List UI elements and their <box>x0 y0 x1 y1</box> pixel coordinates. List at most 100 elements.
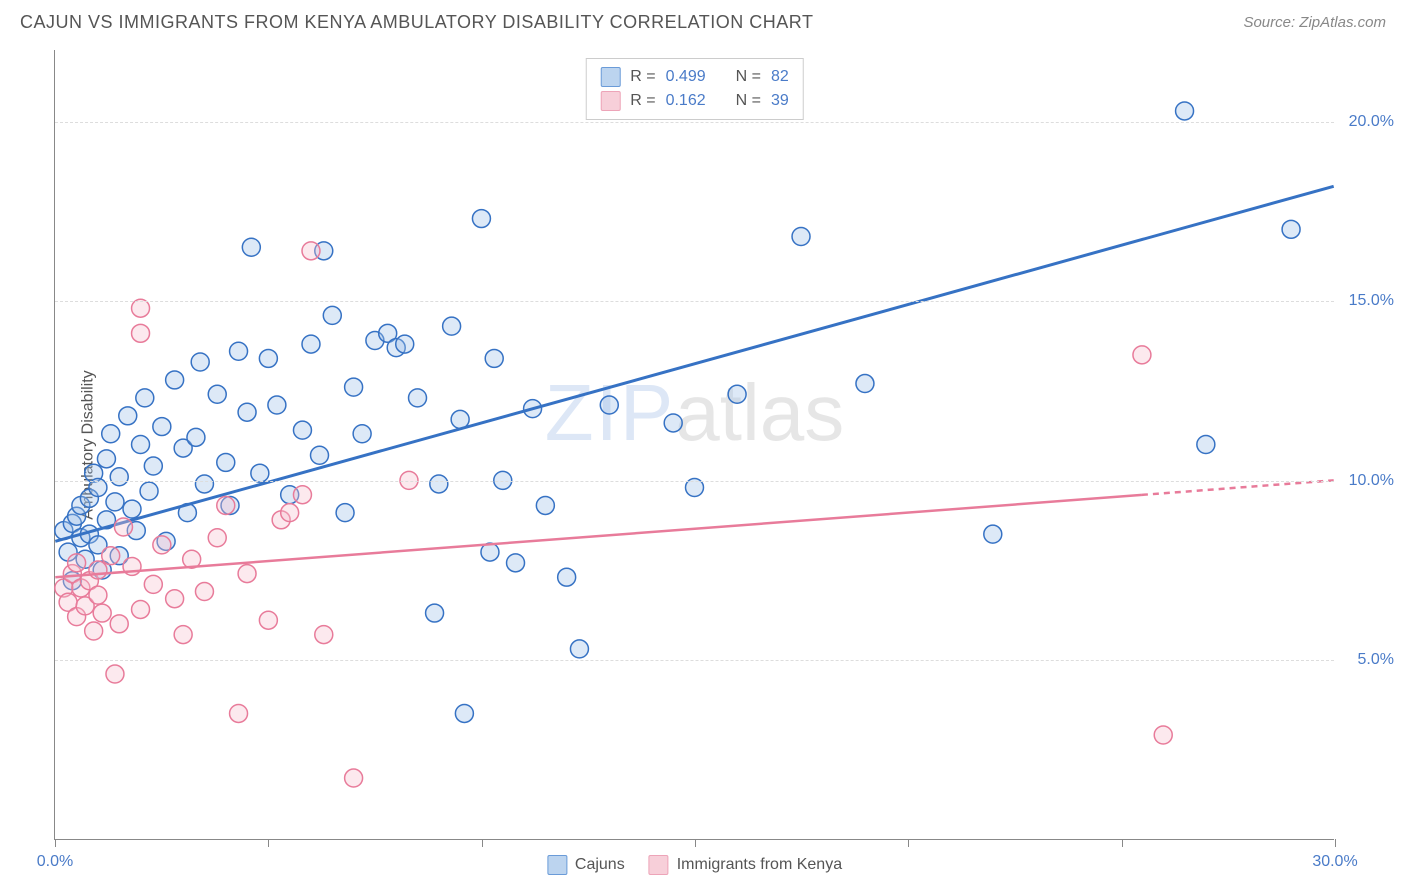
legend-swatch-1 <box>600 91 620 111</box>
x-tick <box>1122 839 1123 847</box>
grid-line <box>55 481 1334 482</box>
scatter-point <box>153 418 171 436</box>
legend-correlation: R = 0.499 N = 82 R = 0.162 N = 39 <box>585 58 804 120</box>
scatter-point <box>174 626 192 644</box>
scatter-point <box>217 496 235 514</box>
scatter-point <box>315 626 333 644</box>
legend-correlation-row-0: R = 0.499 N = 82 <box>600 65 789 89</box>
x-tick-label: 30.0% <box>1312 853 1357 871</box>
scatter-point <box>191 353 209 371</box>
scatter-point <box>1133 346 1151 364</box>
scatter-point <box>430 475 448 493</box>
chart-container: Ambulatory Disability ZIPatlas R = 0.499… <box>54 50 1388 840</box>
scatter-point <box>132 324 150 342</box>
scatter-point <box>89 561 107 579</box>
scatter-point <box>409 389 427 407</box>
legend-series-swatch-0 <box>547 855 567 875</box>
scatter-point <box>728 385 746 403</box>
x-tick <box>908 839 909 847</box>
scatter-point <box>119 407 137 425</box>
scatter-point <box>187 428 205 446</box>
scatter-point <box>1197 436 1215 454</box>
scatter-point <box>195 583 213 601</box>
scatter-point <box>136 389 154 407</box>
scatter-point <box>426 604 444 622</box>
scatter-point <box>106 665 124 683</box>
scatter-point <box>102 547 120 565</box>
chart-header: CAJUN VS IMMIGRANTS FROM KENYA AMBULATOR… <box>0 0 1406 41</box>
scatter-point <box>123 500 141 518</box>
x-tick-label: 0.0% <box>37 853 73 871</box>
scatter-point <box>311 446 329 464</box>
scatter-point <box>293 486 311 504</box>
y-tick-label: 5.0% <box>1358 651 1394 669</box>
scatter-point <box>153 536 171 554</box>
scatter-point <box>166 590 184 608</box>
scatter-point <box>68 554 86 572</box>
scatter-point <box>93 604 111 622</box>
chart-source: Source: ZipAtlas.com <box>1243 14 1386 31</box>
scatter-point <box>238 565 256 583</box>
scatter-point <box>536 496 554 514</box>
scatter-point <box>115 518 133 536</box>
y-tick-label: 15.0% <box>1349 292 1394 310</box>
legend-n-value-1: 39 <box>771 92 789 110</box>
grid-line <box>55 122 1334 123</box>
plot-svg <box>55 50 1334 839</box>
scatter-point <box>259 349 277 367</box>
scatter-point <box>208 529 226 547</box>
legend-n-value-0: 82 <box>771 68 789 86</box>
scatter-point <box>89 586 107 604</box>
scatter-point <box>302 335 320 353</box>
trend-line-dashed <box>1142 480 1334 495</box>
scatter-point <box>259 611 277 629</box>
scatter-point <box>293 421 311 439</box>
legend-series: Cajuns Immigrants from Kenya <box>547 855 842 875</box>
scatter-point <box>1154 726 1172 744</box>
scatter-point <box>217 453 235 471</box>
scatter-point <box>97 450 115 468</box>
scatter-point <box>140 482 158 500</box>
scatter-point <box>455 704 473 722</box>
scatter-point <box>144 575 162 593</box>
scatter-point <box>302 242 320 260</box>
scatter-point <box>472 210 490 228</box>
scatter-point <box>570 640 588 658</box>
scatter-point <box>353 425 371 443</box>
scatter-point <box>984 525 1002 543</box>
scatter-point <box>336 504 354 522</box>
scatter-point <box>106 493 124 511</box>
x-tick <box>55 839 56 847</box>
y-tick-label: 10.0% <box>1349 472 1394 490</box>
legend-series-label-0: Cajuns <box>575 856 625 874</box>
legend-series-item-1: Immigrants from Kenya <box>649 855 842 875</box>
scatter-point <box>110 615 128 633</box>
legend-series-item-0: Cajuns <box>547 855 625 875</box>
scatter-point <box>345 769 363 787</box>
scatter-point <box>281 504 299 522</box>
scatter-point <box>443 317 461 335</box>
x-tick <box>268 839 269 847</box>
legend-n-label-0: N = <box>736 68 761 86</box>
x-tick <box>695 839 696 847</box>
plot-area: ZIPatlas R = 0.499 N = 82 R = 0.162 N = … <box>54 50 1334 840</box>
scatter-point <box>238 403 256 421</box>
scatter-point <box>792 228 810 246</box>
scatter-point <box>507 554 525 572</box>
scatter-point <box>323 306 341 324</box>
scatter-point <box>208 385 226 403</box>
legend-n-label-1: N = <box>736 92 761 110</box>
scatter-point <box>195 475 213 493</box>
scatter-point <box>1176 102 1194 120</box>
legend-swatch-0 <box>600 67 620 87</box>
grid-line <box>55 301 1334 302</box>
scatter-point <box>485 349 503 367</box>
scatter-point <box>110 468 128 486</box>
scatter-point <box>664 414 682 432</box>
scatter-point <box>242 238 260 256</box>
scatter-point <box>230 342 248 360</box>
scatter-point <box>102 425 120 443</box>
legend-series-label-1: Immigrants from Kenya <box>677 856 842 874</box>
legend-r-value-0: 0.499 <box>666 68 706 86</box>
scatter-point <box>132 436 150 454</box>
